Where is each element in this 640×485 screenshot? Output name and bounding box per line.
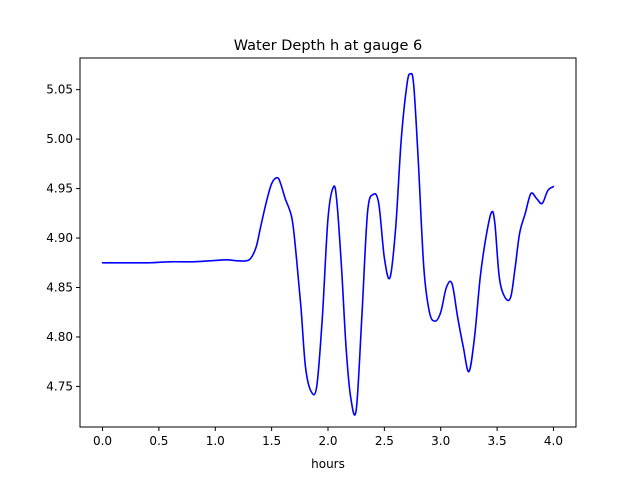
x-tick-label: 2.5 [375,434,394,448]
x-tick-label: 3.0 [431,434,450,448]
chart-title: Water Depth h at gauge 6 [234,38,422,54]
y-tick-label: 4.95 [46,182,73,196]
x-tick-label: 2.0 [318,434,337,448]
y-tick-label: 4.80 [46,330,73,344]
x-tick-label: 1.0 [206,434,225,448]
x-tick-label: 3.5 [488,434,507,448]
y-tick-label: 5.00 [46,132,73,146]
x-tick-label: 0.5 [149,434,168,448]
y-tick-label: 4.75 [46,379,73,393]
x-tick-label: 1.5 [262,434,281,448]
x-tick-label: 4.0 [544,434,563,448]
y-axis: 4.75 4.80 4.85 4.90 4.95 5.00 5.05 [46,83,80,393]
x-axis-label: hours [311,457,345,471]
y-tick-label: 4.90 [46,231,73,245]
series-line-0 [101,72,555,416]
x-tick-label: 0.0 [93,434,112,448]
x-axis: 0.0 0.5 1.0 1.5 2.0 2.5 3.0 3.5 4.0 [93,427,563,448]
plot-area [101,72,555,416]
y-tick-label: 4.85 [46,281,73,295]
y-tick-label: 5.05 [46,83,73,97]
